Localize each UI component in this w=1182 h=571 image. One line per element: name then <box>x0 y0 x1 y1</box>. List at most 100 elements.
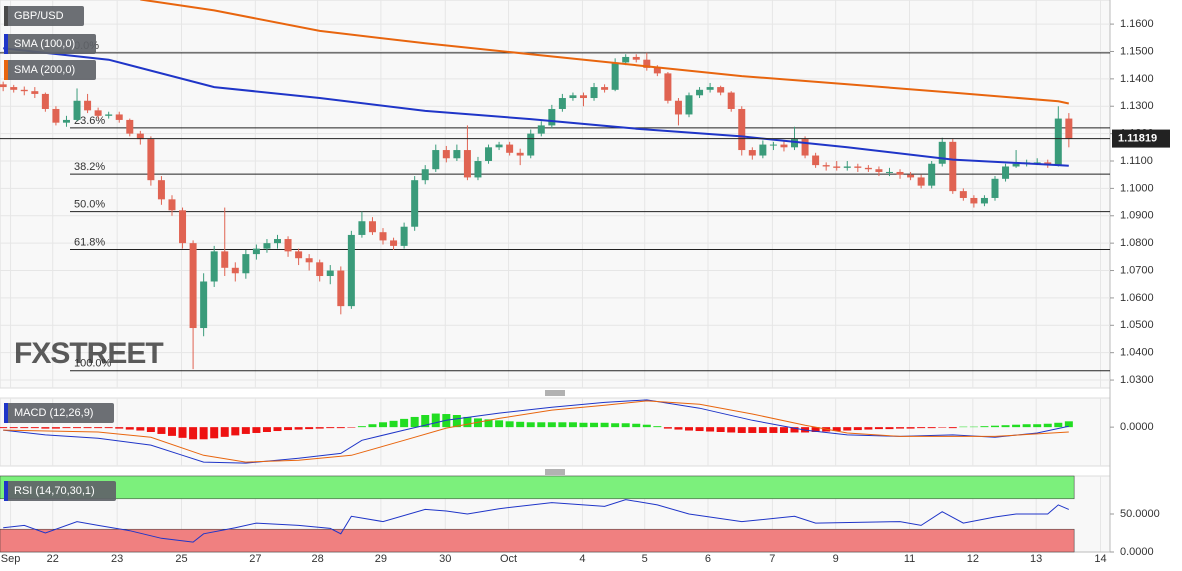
histogram-bar <box>62 427 71 429</box>
fibonacci-label: 23.6% <box>74 115 105 127</box>
candle-body <box>62 119 70 123</box>
x-tick-label: 14 <box>1094 553 1106 565</box>
candle-body <box>179 210 187 244</box>
histogram-bar <box>685 427 694 431</box>
candle-body <box>664 73 672 101</box>
histogram-bar <box>284 427 293 431</box>
histogram-bar <box>241 427 250 434</box>
x-tick-label: 7 <box>769 553 775 565</box>
candle-body <box>168 199 176 211</box>
candle-body <box>453 150 461 159</box>
candle-body <box>157 180 165 200</box>
x-tick-label: 13 <box>1030 553 1042 565</box>
histogram-bar <box>1001 425 1010 428</box>
histogram-bar <box>653 426 662 428</box>
indicator-line <box>3 499 1069 543</box>
histogram-bar <box>136 427 145 431</box>
candle-body <box>31 91 39 94</box>
candle-body <box>231 267 239 274</box>
histogram-bar <box>146 427 155 432</box>
candle-body <box>674 100 682 115</box>
histogram-bar <box>157 427 166 434</box>
legend-label: SMA (100,0) <box>14 38 75 50</box>
candle-body <box>284 239 292 252</box>
rsi-band <box>0 475 1075 500</box>
histogram-bar <box>326 427 335 429</box>
histogram-bar <box>94 427 103 429</box>
candle-body <box>727 92 735 109</box>
candle-body <box>928 163 936 186</box>
histogram-bar <box>189 427 198 440</box>
moving-average-line <box>140 0 1070 105</box>
legend-label: GBP/USD <box>14 10 64 22</box>
legend-badge <box>4 6 84 26</box>
candle-body <box>10 87 18 90</box>
candle-body <box>263 243 271 249</box>
candle-body <box>991 178 999 198</box>
histogram-bar <box>526 422 535 428</box>
histogram-bar <box>220 427 229 437</box>
histogram-bar <box>621 423 630 428</box>
histogram-bar <box>115 427 124 429</box>
indicator-line <box>3 400 1069 463</box>
candle-body <box>558 98 566 109</box>
histogram-bar <box>769 427 778 433</box>
x-tick-label: 22 <box>47 553 59 565</box>
candle-body <box>1012 163 1020 167</box>
histogram-bar <box>421 415 430 428</box>
histogram-bar <box>611 423 620 428</box>
candle-body <box>875 169 883 172</box>
histogram-bar <box>695 427 704 432</box>
candle-body <box>949 141 957 192</box>
candle-body <box>833 166 841 168</box>
candle-body <box>622 56 630 63</box>
candle-body <box>295 251 303 259</box>
histogram-bar <box>642 424 651 428</box>
rsi-band <box>0 528 1075 553</box>
candle-body <box>326 270 334 277</box>
histogram-bar <box>431 413 440 428</box>
candle-body <box>907 174 915 178</box>
histogram-bar <box>674 427 683 430</box>
candle-body <box>242 254 250 274</box>
legend-label: MACD (12,26,9) <box>14 407 93 419</box>
candle-body <box>379 232 387 241</box>
candle-body <box>780 144 788 148</box>
histogram-bar <box>811 427 820 432</box>
candle-body <box>506 144 514 153</box>
histogram-bar <box>864 427 873 430</box>
candle-body <box>115 114 123 120</box>
histogram-bar <box>737 427 746 433</box>
x-tick-label: Oct <box>500 553 517 565</box>
histogram-bar <box>927 427 936 429</box>
candle-body <box>20 89 28 92</box>
candle-body <box>696 89 704 96</box>
histogram-bar <box>1022 424 1031 428</box>
histogram-bar <box>231 427 240 436</box>
x-tick-label: 5 <box>642 553 648 565</box>
histogram-bar <box>0 427 8 429</box>
histogram-bar <box>663 427 672 429</box>
candle-body <box>0 84 7 88</box>
candle-body <box>864 167 872 170</box>
candle-body <box>274 239 281 244</box>
legend-badge <box>4 481 116 501</box>
candle-body <box>527 133 535 156</box>
histogram-bar <box>558 422 567 428</box>
panel-background <box>0 397 1111 467</box>
panel-background <box>0 0 1111 389</box>
x-tick-label: 6 <box>705 553 711 565</box>
current-price-label: 1.11819 <box>1118 132 1157 144</box>
histogram-bar <box>547 422 556 428</box>
y-tick-label: 1.0700 <box>1120 264 1154 276</box>
histogram-bar <box>590 422 599 428</box>
candle-body <box>136 133 144 140</box>
fibonacci-label: 38.2% <box>74 161 105 173</box>
y-tick-label: 1.0900 <box>1120 210 1154 222</box>
candle-body <box>1065 118 1073 139</box>
legend-swatch <box>4 34 8 54</box>
candle-body <box>316 262 324 277</box>
candle-body <box>73 100 81 120</box>
candle-body <box>812 155 820 166</box>
